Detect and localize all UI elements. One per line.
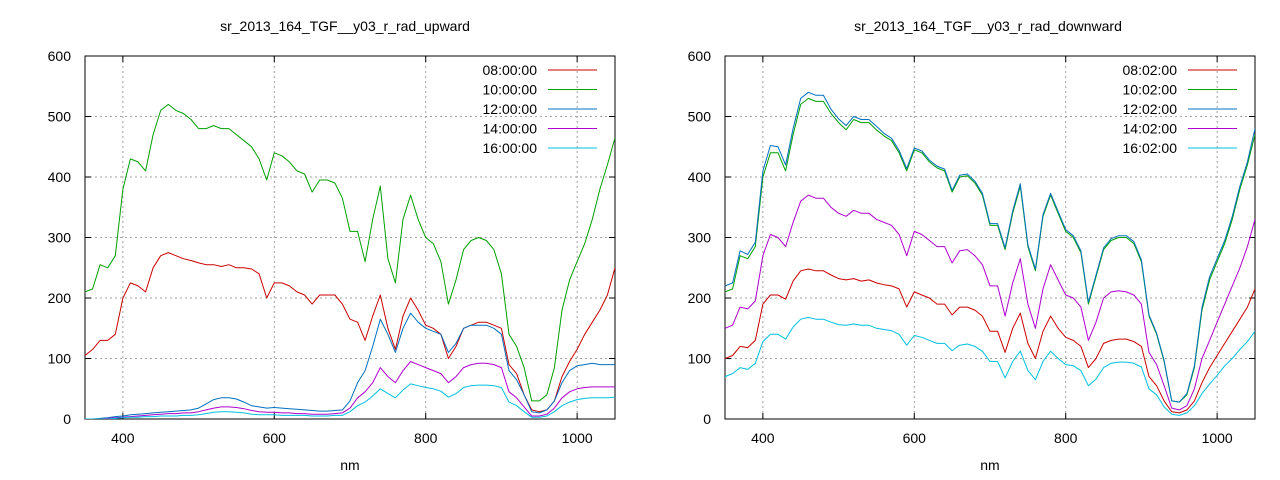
chart-panel-upward: sr_2013_164_TGF__y03_r_rad_upward 0 100 200… <box>48 18 616 473</box>
chart0-series-line-2 <box>85 312 615 419</box>
chart0-xtick-label: 400 <box>111 430 135 446</box>
chart0-series-line-4 <box>85 383 615 419</box>
chart0-ytick-label: 600 <box>48 48 72 64</box>
chart1-ytick-label: 100 <box>688 351 712 367</box>
chart1-xtick-label: 400 <box>751 430 775 446</box>
chart0-xaxis-label: nm <box>340 457 359 473</box>
chart0-xtick-label: 600 <box>263 430 287 446</box>
chart1-legend-label-3: 14:02:00 <box>1123 121 1178 137</box>
chart1-ytick-label: 400 <box>688 169 712 185</box>
chart1-ytick-label: 500 <box>688 109 712 125</box>
chart1-xtick-label: 1000 <box>1202 430 1233 446</box>
chart1-series-line-4 <box>725 316 1255 416</box>
chart1-series-line-0 <box>725 268 1255 414</box>
chart1-xaxis-label: nm <box>980 457 999 473</box>
chart-panel-downward: sr_2013_164_TGF__y03_r_rad_downward 0 100 2… <box>688 18 1256 473</box>
chart0-xtick-label: 1000 <box>562 430 593 446</box>
chart1-legend-label-1: 10:02:00 <box>1123 82 1178 98</box>
chart0-legend-label-1: 10:00:00 <box>483 82 538 98</box>
chart1-legend-label-2: 12:02:00 <box>1123 101 1178 117</box>
chart1-ytick-label: 300 <box>688 230 712 246</box>
chart1-ytick-label: 0 <box>703 411 711 427</box>
chart0-ytick-label: 200 <box>48 290 72 306</box>
chart0-ytick-label: 400 <box>48 169 72 185</box>
chart0-ytick-label: 300 <box>48 230 72 246</box>
chart0-legend-label-3: 14:00:00 <box>483 121 538 137</box>
chart0-legend-label-4: 16:00:00 <box>483 140 538 156</box>
chart0-series-line-3 <box>85 361 615 419</box>
chart1-series-line-3 <box>725 194 1255 411</box>
chart0-series-line-0 <box>85 252 615 413</box>
chart1-ytick-label: 600 <box>688 48 712 64</box>
chart1-legend-label-4: 16:02:00 <box>1123 140 1178 156</box>
chart0-legend-label-0: 08:00:00 <box>483 62 538 78</box>
chart0-ytick-label: 500 <box>48 109 72 125</box>
chart1-series-line-2 <box>725 91 1255 403</box>
chart0-xtick-label: 800 <box>414 430 438 446</box>
chart1-title: sr_2013_164_TGF__y03_r_rad_downward <box>854 18 1122 34</box>
chart1-xtick-label: 600 <box>903 430 927 446</box>
chart1-ytick-label: 200 <box>688 290 712 306</box>
chart0-ytick-label: 100 <box>48 351 72 367</box>
chart0-title: sr_2013_164_TGF__y03_r_rad_upward <box>220 18 470 34</box>
chart1-xtick-label: 800 <box>1054 430 1078 446</box>
chart0-legend-label-2: 12:00:00 <box>483 101 538 117</box>
chart1-legend-label-0: 08:02:00 <box>1123 62 1178 78</box>
chart0-ytick-label: 0 <box>63 411 71 427</box>
chart0-series-line-1 <box>85 103 615 402</box>
